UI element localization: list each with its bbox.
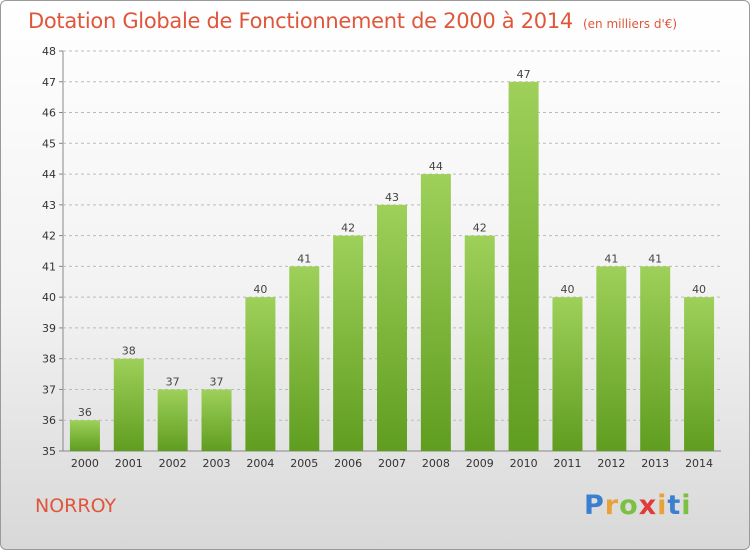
x-tick-label: 2003 [203, 457, 231, 470]
x-tick-label: 2011 [553, 457, 581, 470]
bar [201, 389, 232, 451]
bar [640, 266, 671, 451]
bar [552, 297, 583, 451]
logo-letter: t [667, 490, 682, 521]
bar-value-label: 41 [604, 252, 618, 265]
bar-value-label: 40 [253, 283, 267, 296]
bar [245, 297, 276, 451]
x-tick-label: 2010 [510, 457, 538, 470]
x-tick-label: 2012 [597, 457, 625, 470]
bar-value-label: 36 [78, 406, 92, 419]
bars: 36 38 37 37 40 41 42 43 44 42 47 40 41 41 40 [69, 68, 715, 452]
bar [333, 235, 364, 451]
bar-value-label: 43 [385, 191, 399, 204]
x-tick-label: 2014 [685, 457, 713, 470]
chart-title-text: Dotation Globale de Fonctionnement de 20… [28, 9, 573, 33]
logo-letter: i [681, 490, 692, 521]
y-tick-label: 37 [42, 383, 56, 396]
x-tick-label: 2008 [422, 457, 450, 470]
logo-letter: o [619, 490, 639, 521]
x-tick-label: 2001 [115, 457, 143, 470]
bar [377, 204, 407, 451]
y-tick-label: 41 [42, 260, 56, 273]
bar-value-label: 41 [648, 252, 662, 265]
bar [464, 235, 495, 451]
bar [508, 81, 539, 452]
bar-value-label: 41 [297, 252, 311, 265]
bar-value-label: 40 [692, 283, 706, 296]
bar-value-label: 42 [473, 222, 487, 235]
y-tick-label: 35 [42, 445, 56, 458]
y-tick-label: 44 [42, 168, 56, 181]
y-tick-label: 46 [42, 107, 56, 120]
bar [289, 266, 320, 451]
y-tick-label: 47 [42, 76, 56, 89]
bar-value-label: 42 [341, 222, 355, 235]
bar-value-label: 37 [166, 375, 180, 388]
bar [420, 174, 451, 452]
y-tick-label: 45 [42, 137, 56, 150]
logo-letter: i [657, 490, 668, 521]
bar-value-label: 38 [122, 345, 136, 358]
logo-letter: P [584, 490, 605, 521]
y-tick-label: 43 [42, 199, 56, 212]
bar [113, 358, 144, 451]
x-tick-label: 2002 [159, 457, 187, 470]
bar-value-label: 37 [210, 375, 224, 388]
x-axis: 2000 2001 2002 2003 2004 2005 2006 2007 2008 2009… [71, 457, 713, 470]
x-tick-label: 2013 [641, 457, 669, 470]
logo-letter: x [638, 490, 658, 521]
bar [157, 389, 188, 451]
bar [69, 420, 100, 451]
chart-subtitle: (en milliers d'€) [582, 17, 678, 31]
y-axis: 35 36 37 38 39 40 41 42 43 44 45 46 47 48 [42, 45, 56, 458]
bar [596, 266, 627, 451]
x-tick-label: 2000 [71, 457, 99, 470]
logo-letter: r [604, 490, 620, 521]
place-name: NORROY [35, 495, 117, 517]
x-tick-label: 2004 [246, 457, 274, 470]
y-tick-label: 48 [42, 45, 56, 58]
x-tick-label: 2007 [378, 457, 406, 470]
bar-value-label: 47 [517, 68, 531, 81]
y-tick-label: 39 [42, 322, 56, 335]
bar [684, 297, 715, 451]
proxiti-logo: Proxiti [584, 490, 692, 521]
x-tick-label: 2009 [466, 457, 494, 470]
x-tick-label: 2006 [334, 457, 362, 470]
y-tick-label: 40 [42, 291, 56, 304]
chart-title: Dotation Globale de Fonctionnement de 20… [28, 9, 677, 33]
bar-value-label: 44 [429, 160, 443, 173]
y-tick-label: 38 [42, 353, 56, 366]
x-tick-label: 2005 [290, 457, 318, 470]
y-tick-label: 36 [42, 414, 56, 427]
bar-value-label: 40 [560, 283, 574, 296]
y-tick-label: 42 [42, 230, 56, 243]
